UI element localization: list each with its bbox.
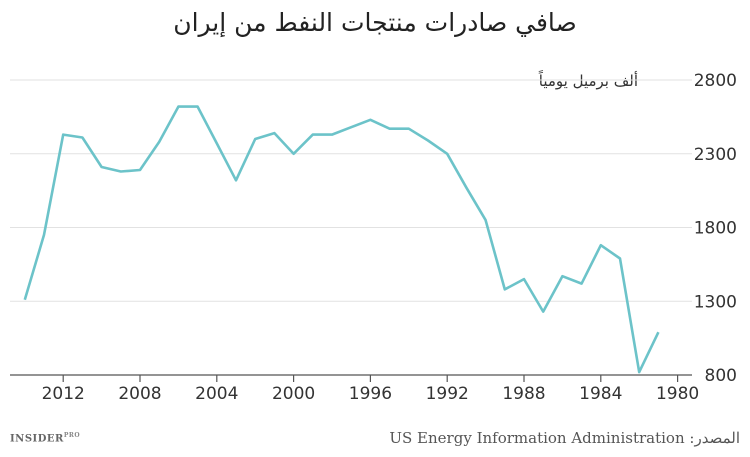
series-layer [23,105,660,374]
y-axis-ticks: 800 1300 1800 2300 2800 [694,71,737,386]
y-tick-label: 2800 [694,71,737,91]
y-tick-label: 1300 [694,292,737,312]
x-tick-label: 2008 [118,384,161,404]
x-tick-label: 2000 [272,384,315,404]
series-line-net-exports [23,105,660,374]
grid-lines [10,79,692,376]
x-tick-label: 1980 [656,384,699,404]
y-tick-label: 800 [705,366,737,386]
y-tick-label: 1800 [694,219,737,239]
x-tick-label: 1992 [426,384,469,404]
y-tick-label: 2300 [694,145,737,165]
x-tick-label: 1984 [579,384,622,404]
x-tick-label: 2012 [42,384,85,404]
x-tick-label: 2004 [195,384,238,404]
x-axis-ticks: 2012 2008 2004 2000 1996 1992 1988 1984 1980 [42,375,699,404]
x-tick-label: 1996 [349,384,392,404]
x-tick-label: 1988 [502,384,545,404]
chart-title: صافي صادرات منتجات النفط من إيران [173,8,577,37]
y-axis-unit-label: ألف برميل يومياً [538,72,638,90]
source-note: US Energy Information Administration :ال… [389,429,740,447]
insider-pro-logo: INSIDERPRO [10,432,81,445]
footer: INSIDERPRO US Energy Information Adminis… [10,429,740,449]
